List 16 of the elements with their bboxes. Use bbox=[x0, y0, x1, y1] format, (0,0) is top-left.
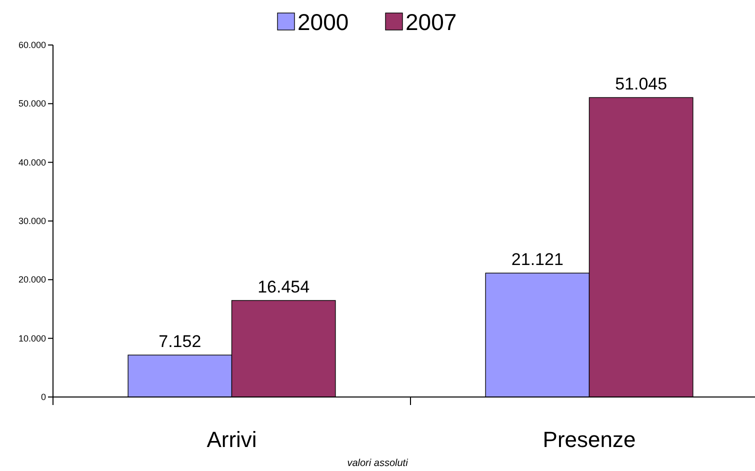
legend-label: 2007 bbox=[406, 9, 457, 35]
data-label: 7.152 bbox=[158, 332, 202, 352]
data-label: 16.454 bbox=[258, 277, 310, 296]
y-tick-label: 10.000 bbox=[18, 333, 46, 344]
x-tick-label: Arrivi bbox=[206, 427, 257, 452]
legend-label: 2000 bbox=[298, 9, 349, 35]
y-tick-label: 60.000 bbox=[18, 40, 46, 50]
y-tick-label: 50.000 bbox=[18, 98, 46, 109]
x-tick-label: Presenze bbox=[542, 427, 636, 452]
data-label: 51.045 bbox=[615, 74, 668, 94]
data-label: 21.121 bbox=[511, 250, 564, 270]
y-tick-label: 40.000 bbox=[18, 157, 46, 168]
y-tick-label: 30.000 bbox=[18, 216, 46, 226]
y-tick-label: 20.000 bbox=[18, 274, 46, 285]
y-tick-label: 0 bbox=[40, 392, 46, 402]
text: valori assoluti bbox=[347, 458, 409, 469]
